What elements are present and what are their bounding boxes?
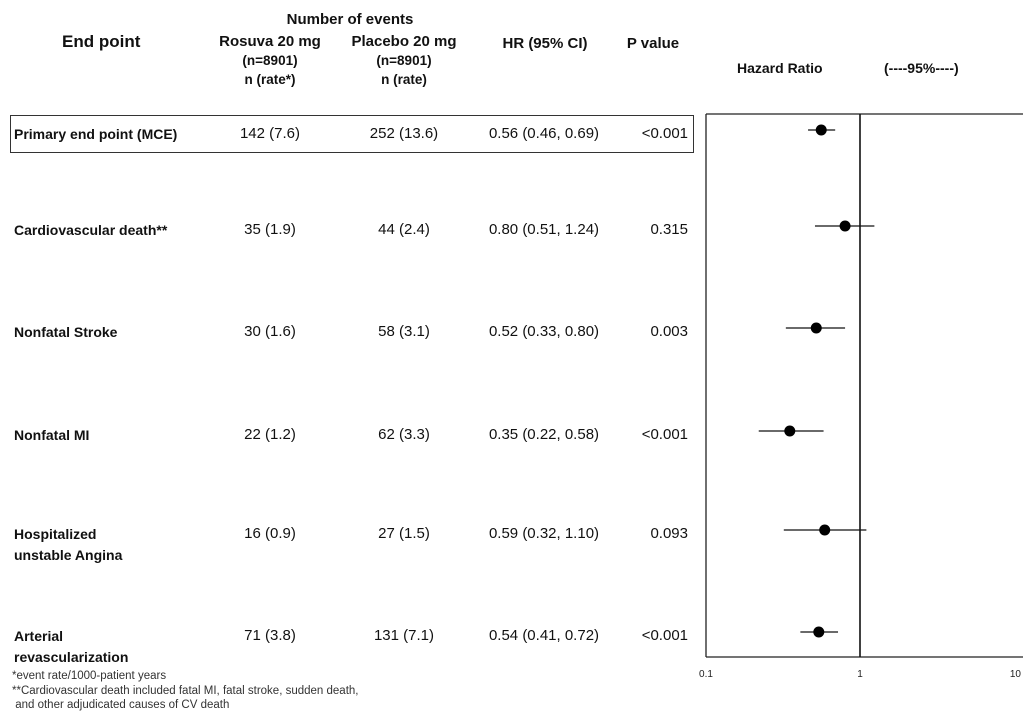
row-label-line: Cardiovascular death** [14,222,168,238]
p-cell: 0.003 [650,323,688,340]
hr-cell: 0.59 (0.32, 1.10) [488,525,600,542]
row-label: Nonfatal Stroke [14,322,117,343]
rosuva-header-line1: Rosuva 20 mg [219,33,321,50]
row-label: Hospitalized unstable Angina [14,524,122,566]
hr-point [810,322,822,334]
hr-point [813,626,825,638]
p-cell: 0.315 [650,221,688,238]
hr-cell: 0.35 (0.22, 0.58) [488,426,600,443]
x-tick-label: 1 [857,669,863,680]
placebo-header-line2: (n=8901) [376,53,432,68]
rosuva-cell: 35 (1.9) [244,221,296,238]
group-header: Number of events [286,11,414,28]
hr-point [815,124,827,136]
footnote-1: *event rate/1000-patient years [12,670,167,682]
row-label: Arterial revascularization [14,626,128,668]
footnotes: *event rate/1000-patient years **Cardiov… [12,669,412,713]
primary-endpoint-box [10,115,694,153]
rosuva-cell: 30 (1.6) [244,323,296,340]
placebo-cell: 44 (2.4) [378,221,430,238]
footnote-3: and other adjudicated causes of CV death [12,699,230,711]
hr-point [784,425,796,437]
p-cell: <0.001 [641,125,688,142]
rosuva-cell: 71 (3.8) [244,627,296,644]
hr-cell: 0.80 (0.51, 1.24) [488,221,600,238]
row-label-line: Hospitalized [14,526,97,542]
forest-plot: 0.1 1 10 [699,113,1023,680]
rosuva-cell: 142 (7.6) [239,125,301,142]
row-label-line: unstable Angina [14,547,123,563]
p-cell: <0.001 [641,627,688,644]
row-label: Primary end point (MCE) [14,124,177,145]
placebo-header-line3: n (rate) [381,72,427,87]
placebo-cell: 58 (3.1) [378,323,430,340]
placebo-cell: 62 (3.3) [378,426,430,443]
row-label-line: Nonfatal Stroke [14,324,118,340]
p-cell: <0.001 [641,426,688,443]
hr-cell: 0.52 (0.33, 0.80) [488,323,600,340]
row-label-line: revascularization [14,649,129,665]
placebo-header: Placebo 20 mg (n=8901) n (rate) [340,32,468,89]
hr-point [839,220,851,232]
row-label-line: Nonfatal MI [14,427,90,443]
row-label: Cardiovascular death** [14,220,167,241]
hr-point [819,524,831,536]
x-tick-label: 10 [1010,669,1022,680]
rosuva-header-line2: (n=8901) [242,53,298,68]
chart-title: Hazard Ratio [737,60,823,76]
x-tick-label: 0.1 [699,669,713,680]
rosuva-cell: 16 (0.9) [244,525,296,542]
footnote-2: **Cardiovascular death included fatal MI… [12,684,359,697]
endpoint-header: End point [62,32,141,51]
row-label: Nonfatal MI [14,425,89,446]
placebo-cell: 27 (1.5) [378,525,430,542]
hr-cell: 0.56 (0.46, 0.69) [488,125,600,142]
p-header: P value [626,35,680,52]
rosuva-cell: 22 (1.2) [244,426,296,443]
rosuva-header-line3: n (rate*) [244,72,296,87]
placebo-header-line1: Placebo 20 mg [351,33,457,50]
row-label-line: Primary end point (MCE) [14,126,178,142]
placebo-cell: 131 (7.1) [373,627,435,644]
hr-cell: 0.54 (0.41, 0.72) [488,627,600,644]
hr-header: HR (95% CI) [502,35,588,52]
placebo-cell: 252 (13.6) [369,125,439,142]
chart-ci-label: (----95%----) [884,60,959,76]
p-cell: 0.093 [650,525,688,542]
row-label-line: Arterial [14,628,64,644]
rosuva-header: Rosuva 20 mg (n=8901) n (rate*) [210,32,330,89]
